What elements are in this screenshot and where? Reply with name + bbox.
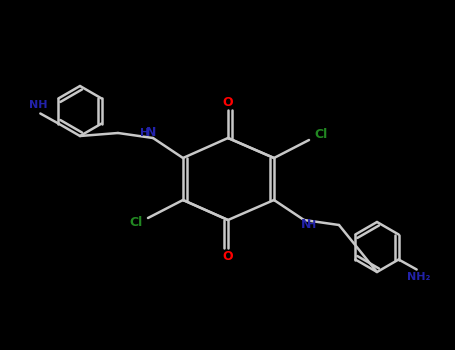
Text: N: N xyxy=(146,126,156,140)
Text: NH: NH xyxy=(29,100,48,111)
Text: Cl: Cl xyxy=(129,217,142,230)
Text: O: O xyxy=(222,250,233,262)
Text: Cl: Cl xyxy=(314,128,328,141)
Text: NH₂: NH₂ xyxy=(407,273,430,282)
Text: H: H xyxy=(308,220,317,230)
Text: O: O xyxy=(222,96,233,108)
Text: H: H xyxy=(141,128,150,138)
Text: N: N xyxy=(301,218,311,231)
